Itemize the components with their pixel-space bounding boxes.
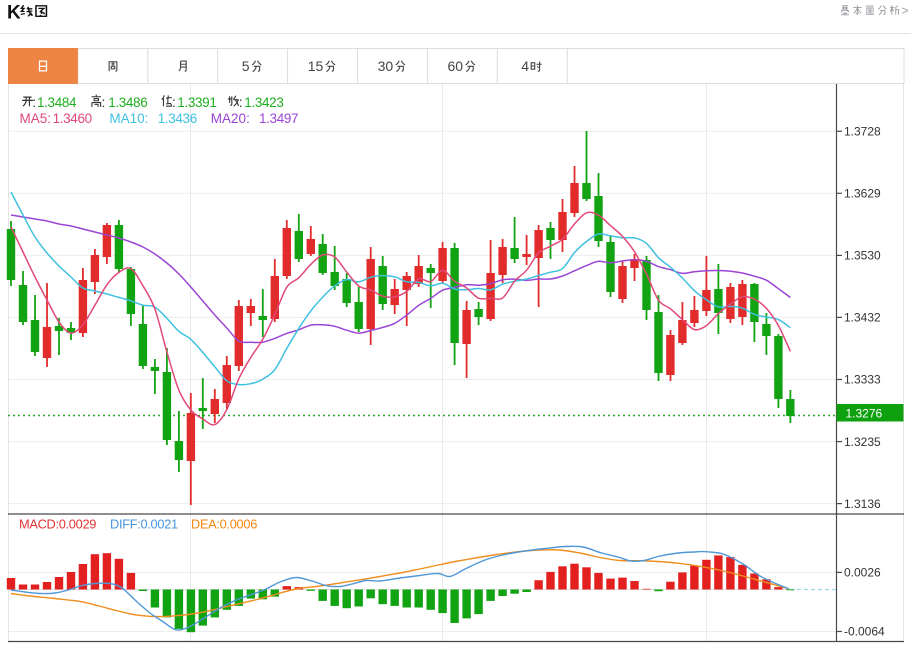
svg-text::: : — [32, 94, 36, 110]
svg-text:1.3728: 1.3728 — [844, 125, 881, 139]
svg-text:1.3423: 1.3423 — [244, 95, 283, 110]
svg-text:4: 4 — [521, 58, 529, 74]
svg-text:MA5:1.3460: MA5: 1.3460 — [20, 111, 92, 126]
svg-text:1.3333: 1.3333 — [844, 373, 881, 387]
svg-text:K: K — [7, 3, 21, 24]
svg-text:1.3432: 1.3432 — [844, 311, 881, 325]
svg-text:MACD:0.0029: MACD:0.0029 — [19, 517, 96, 532]
svg-text:15: 15 — [308, 58, 324, 74]
svg-text:>: > — [902, 4, 909, 18]
svg-text:1.3484: 1.3484 — [37, 95, 77, 110]
svg-text:DEA:0.0006: DEA:0.0006 — [191, 517, 257, 532]
svg-text:5: 5 — [242, 58, 250, 74]
svg-text:DIFF:0.0021: DIFF:0.0021 — [110, 517, 178, 532]
svg-text:1.3276: 1.3276 — [846, 406, 883, 420]
svg-text::: : — [102, 94, 106, 110]
svg-text:1.3136: 1.3136 — [844, 497, 881, 511]
svg-text:-0.0064: -0.0064 — [844, 625, 885, 639]
svg-text:1.3530: 1.3530 — [844, 249, 881, 263]
svg-text::: : — [239, 94, 243, 110]
svg-text::: : — [172, 94, 176, 110]
svg-text:1.3235: 1.3235 — [844, 435, 881, 449]
svg-text:60: 60 — [448, 58, 464, 74]
svg-text:1.3391: 1.3391 — [177, 95, 216, 110]
svg-text:1.3486: 1.3486 — [108, 95, 147, 110]
svg-text:0.0026: 0.0026 — [844, 566, 881, 580]
svg-text:30: 30 — [378, 58, 394, 74]
svg-text:1.3629: 1.3629 — [844, 187, 881, 201]
